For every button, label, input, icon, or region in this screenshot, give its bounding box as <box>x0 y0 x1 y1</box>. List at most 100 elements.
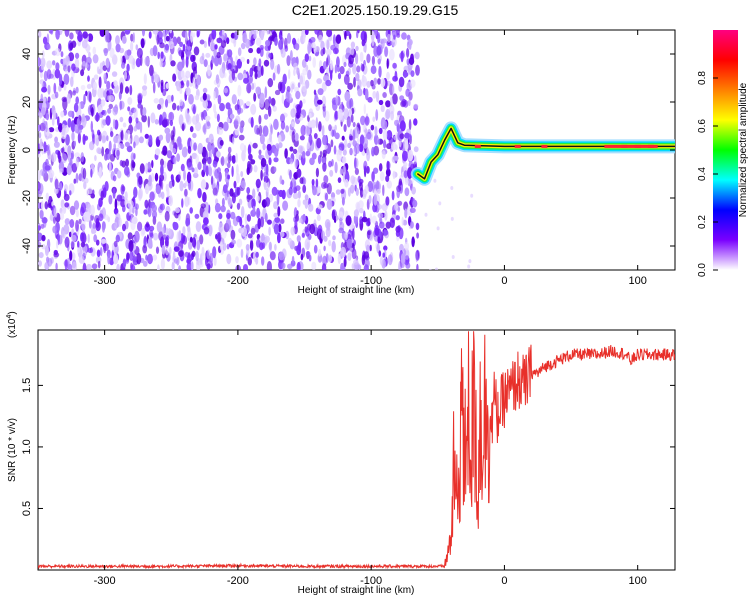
noise-speck <box>205 115 211 121</box>
noise-speck <box>55 262 58 270</box>
noise-speck <box>294 43 300 51</box>
noise-speck <box>321 125 325 137</box>
noise-speck <box>46 43 51 50</box>
noise-speck <box>128 116 133 124</box>
noise-speck <box>385 196 390 206</box>
noise-speck <box>106 135 109 142</box>
noise-speck <box>225 218 232 230</box>
noise-speck <box>321 81 327 92</box>
noise-speck <box>366 147 369 156</box>
noise-speck <box>130 33 134 42</box>
noise-speck <box>321 263 327 270</box>
noise-speck <box>69 190 72 196</box>
colorbar-tick-label: 0.2 <box>697 215 708 229</box>
noise-speck <box>291 255 295 264</box>
noise-speck <box>124 191 128 201</box>
noise-speck <box>328 124 332 132</box>
noise-speck <box>54 48 61 57</box>
noise-speck <box>243 102 246 110</box>
noise-speck <box>55 30 60 40</box>
noise-speck <box>67 263 73 270</box>
noise-speck <box>144 133 149 139</box>
noise-speck <box>173 156 177 165</box>
noise-speck <box>320 49 325 57</box>
noise-speck <box>149 225 155 232</box>
noise-speck <box>380 78 386 88</box>
noise-speck <box>233 120 239 126</box>
noise-speck <box>252 142 258 149</box>
noise-speck <box>295 90 301 100</box>
noise-speck <box>142 244 148 254</box>
x-tick-label: 0 <box>501 575 507 587</box>
noise-speck <box>155 246 160 254</box>
noise-speck <box>202 191 207 203</box>
noise-speck <box>148 174 152 187</box>
noise-speck <box>161 226 166 235</box>
noise-speck <box>409 79 416 88</box>
noise-speck <box>119 100 122 111</box>
noise-speck <box>220 156 225 167</box>
noise-speck <box>58 73 63 86</box>
noise-speck <box>408 40 412 50</box>
noise-speck <box>293 62 298 70</box>
noise-speck <box>87 75 90 82</box>
noise-speck <box>280 120 286 130</box>
noise-speck <box>350 114 354 123</box>
noise-speck <box>286 32 292 44</box>
noise-speck <box>127 232 133 240</box>
noise-speck <box>240 206 245 218</box>
noise-speck <box>75 172 79 184</box>
noise-speck <box>377 58 381 65</box>
colorbar-gradient <box>713 30 738 270</box>
noise-speck <box>340 188 345 194</box>
y-tick-label: 40 <box>21 48 33 60</box>
noise-speck <box>351 107 355 115</box>
noise-speck <box>349 184 355 194</box>
noise-speck <box>186 262 193 270</box>
noise-speck <box>151 204 157 213</box>
noise-speck <box>246 194 253 200</box>
noise-speck <box>54 187 59 194</box>
noise-speck <box>107 89 114 95</box>
noise-speck <box>145 221 150 228</box>
noise-speck <box>135 44 139 51</box>
snr-scale-label: (x104) <box>6 311 18 338</box>
noise-speck <box>325 49 332 56</box>
noise-speck <box>386 180 392 189</box>
noise-speck <box>216 37 223 44</box>
noise-speck <box>361 216 368 223</box>
noise-speck <box>326 198 333 210</box>
noise-speck <box>260 169 263 181</box>
noise-speck <box>282 73 287 85</box>
noise-speck <box>272 72 276 81</box>
snr-x-label: Height of straight line (km) <box>298 585 415 596</box>
noise-speck <box>71 131 75 142</box>
noise-speck <box>71 163 78 173</box>
noise-speck <box>259 44 264 51</box>
noise-speck <box>91 107 94 117</box>
noise-speck <box>258 124 263 137</box>
noise-speck <box>46 33 50 45</box>
noise-speck <box>147 115 150 128</box>
noise-speck <box>158 97 165 105</box>
noise-speck <box>224 192 228 201</box>
noise-speck <box>133 153 136 160</box>
noise-speck <box>339 168 343 175</box>
noise-speck <box>369 213 373 224</box>
noise-speck <box>233 31 239 40</box>
noise-speck <box>60 110 65 118</box>
noise-speck <box>239 120 245 127</box>
noise-speck <box>90 168 93 178</box>
noise-speck <box>135 117 139 124</box>
noise-speck <box>43 96 46 103</box>
noise-speck <box>324 192 329 201</box>
noise-speck <box>281 94 284 104</box>
noise-speck <box>40 223 45 229</box>
noise-speck <box>52 60 56 66</box>
noise-speck <box>63 73 70 86</box>
noise-speck <box>189 236 193 243</box>
noise-speck <box>227 146 232 154</box>
noise-speck <box>207 64 212 77</box>
noise-speck <box>159 60 163 68</box>
